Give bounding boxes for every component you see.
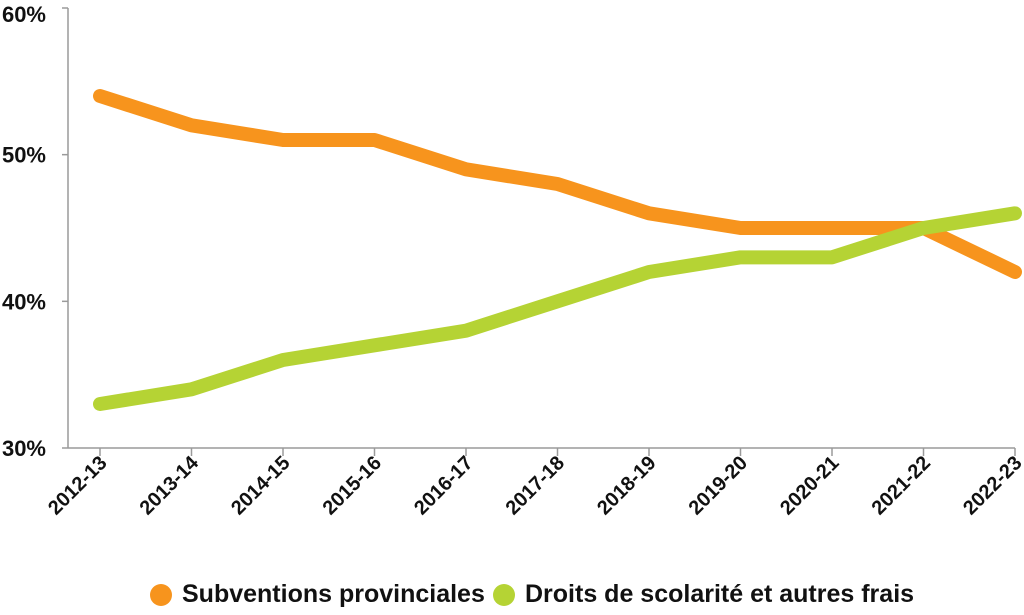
legend-swatch-subventions <box>150 583 172 606</box>
x-tick-label: 2022-23 <box>959 452 1024 519</box>
y-tick-label: 50% <box>2 143 46 168</box>
line-chart: 30% 40% 50% 60% 2012-13 2013-14 2014-15 2015-1… <box>2 2 1024 519</box>
series-lines <box>93 89 1022 411</box>
x-tick-label: 2017-18 <box>502 452 569 519</box>
axes <box>62 7 1016 456</box>
x-tick-label: 2019-20 <box>685 452 752 519</box>
x-tick-label: 2013-14 <box>136 451 204 519</box>
x-tick-label: 2015-16 <box>319 452 386 519</box>
legend-item-droits: Droits de scolarité et autres frais <box>493 580 914 609</box>
y-tick-label: 60% <box>2 2 46 27</box>
x-tick-label: 2021-22 <box>868 452 935 519</box>
y-tick-label: 40% <box>2 289 46 314</box>
y-axis-labels: 30% 40% 50% 60% <box>2 2 46 461</box>
series-line-1 <box>93 206 1022 411</box>
legend: Subventions provinciales Droits de scola… <box>0 580 1024 615</box>
legend-label-subventions: Subventions provinciales <box>182 580 485 608</box>
x-tick-label: 2012-13 <box>44 452 111 519</box>
legend-label-droits: Droits de scolarité et autres frais <box>525 580 915 608</box>
x-axis-labels: 2012-13 2013-14 2014-15 2015-16 2016-17 2017-… <box>44 451 1024 519</box>
x-tick-label: 2020-21 <box>776 452 843 519</box>
legend-swatch-droits <box>493 583 515 606</box>
y-tick-label: 30% <box>2 436 46 461</box>
series-line-0 <box>93 89 1022 279</box>
legend-item-subventions: Subventions provinciales <box>150 580 485 609</box>
x-tick-label: 2014-15 <box>227 452 294 519</box>
x-tick-label: 2016-17 <box>410 452 477 519</box>
x-tick-label: 2018-19 <box>593 452 660 519</box>
